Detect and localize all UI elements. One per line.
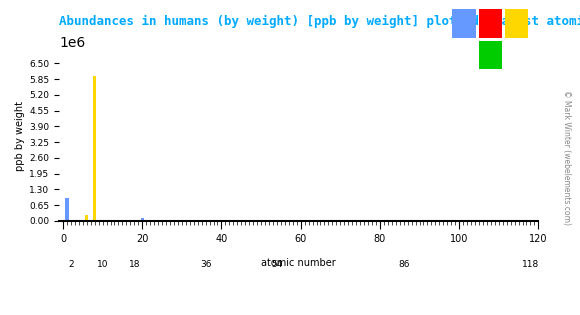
Bar: [140, 219, 144, 221]
Y-axis label: ppb by weight: ppb by weight: [15, 101, 25, 171]
Text: 2: 2: [68, 260, 74, 269]
Bar: [85, 215, 88, 221]
Text: 10: 10: [97, 260, 108, 269]
Bar: [89, 220, 92, 221]
Text: Abundances in humans (by weight) [ppb by weight] plotted against atomic number: Abundances in humans (by weight) [ppb by…: [59, 15, 580, 28]
Bar: [97, 220, 100, 221]
Bar: [66, 198, 68, 221]
Bar: [93, 76, 96, 221]
Text: 18: 18: [129, 260, 140, 269]
Text: atomic number: atomic number: [262, 258, 336, 268]
Text: 118: 118: [522, 260, 539, 269]
Text: © Mark Winter (webelements.com): © Mark Winter (webelements.com): [562, 90, 571, 225]
Text: 54: 54: [271, 260, 282, 269]
Text: 36: 36: [200, 260, 211, 269]
Text: 86: 86: [398, 260, 409, 269]
